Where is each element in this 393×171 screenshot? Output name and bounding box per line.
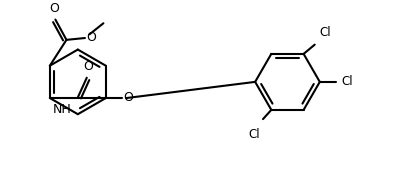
Text: O: O	[123, 91, 133, 104]
Text: O: O	[83, 60, 93, 73]
Text: Cl: Cl	[341, 75, 353, 88]
Text: O: O	[86, 31, 96, 44]
Text: NH: NH	[53, 103, 71, 116]
Text: O: O	[50, 2, 59, 15]
Text: Cl: Cl	[249, 128, 261, 141]
Text: Cl: Cl	[320, 26, 331, 39]
